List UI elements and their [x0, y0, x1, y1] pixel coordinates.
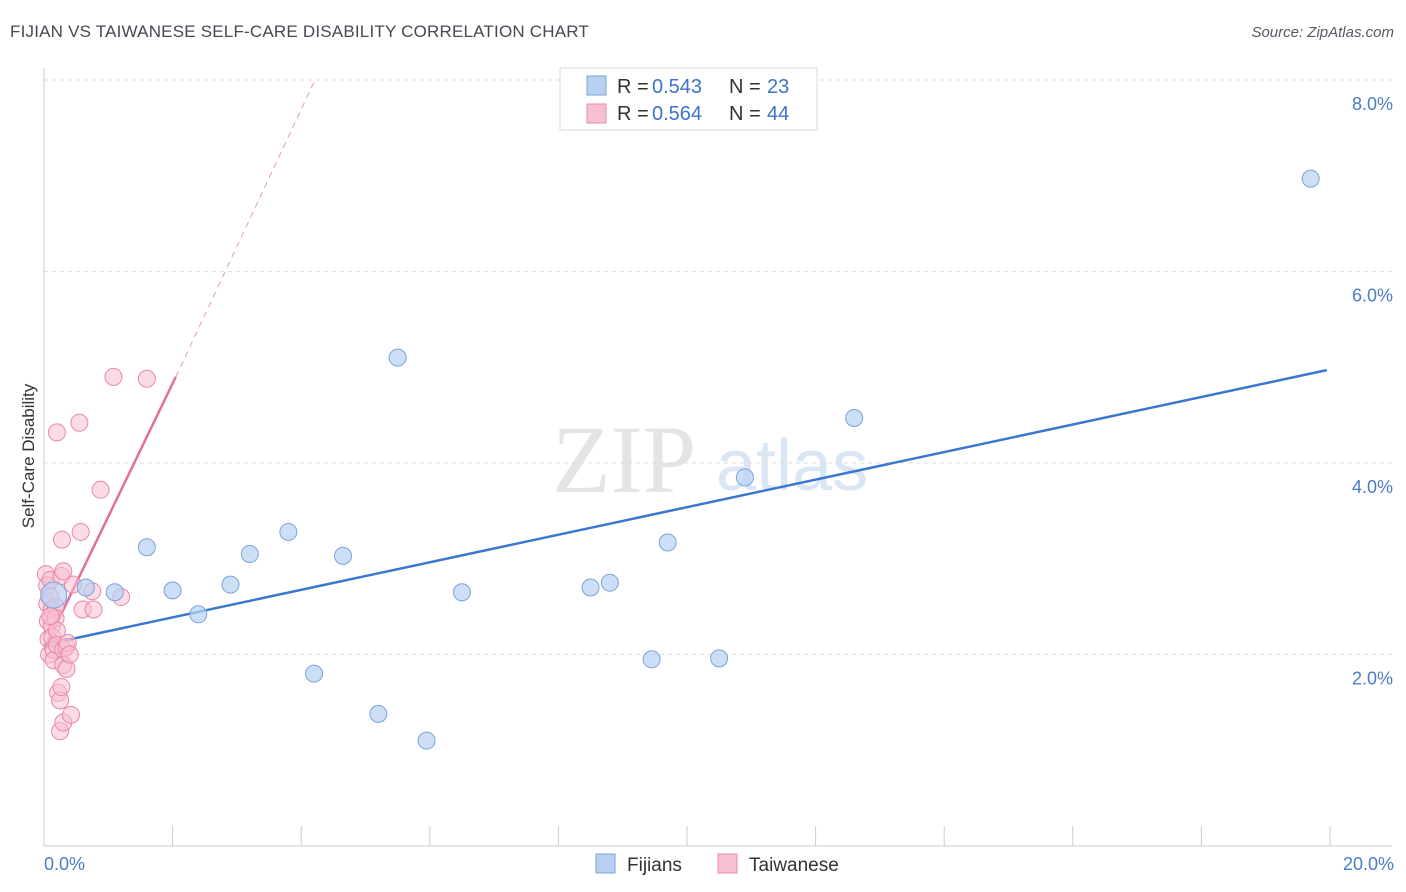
point-fijians-15: [581, 578, 600, 597]
point-fijians-21: [845, 408, 864, 427]
point-fijians-11: [369, 704, 388, 723]
point-fijians-9: [305, 664, 324, 683]
legend-n-value-taiwanese: 44: [767, 103, 789, 125]
point-taiwanese-34: [70, 413, 89, 432]
source-credit: Source: ZipAtlas.com: [1251, 24, 1394, 41]
y-tick-label-4: 4.0%: [1352, 477, 1393, 497]
legend-n-label-fijians: N =: [729, 76, 761, 98]
point-fijians-20: [735, 468, 754, 487]
point-fijians-7: [240, 544, 259, 563]
trend-line-fijians: [43, 368, 1328, 647]
point-fijians-16: [600, 573, 619, 592]
correlation-legend: R = 0.543 N = 23 R = 0.564 N = 44: [559, 67, 818, 131]
point-fijians-22: [1301, 169, 1320, 188]
point-fijians-4: [163, 581, 182, 600]
chart-title: FIJIAN VS TAIWANESE SELF-CARE DISABILITY…: [10, 22, 590, 41]
point-fijians-0: [40, 581, 68, 609]
legend-r-value-taiwanese: 0.564: [652, 103, 702, 125]
point-taiwanese-40: [104, 367, 123, 386]
point-fijians-5: [189, 605, 208, 624]
legend-r-value-fijians: 0.543: [652, 76, 702, 98]
point-fijians-10: [333, 546, 352, 565]
point-taiwanese-35: [71, 522, 90, 541]
series-legend-label-fijians[interactable]: Fijians: [627, 855, 682, 876]
series-legend-swatch-fijians[interactable]: [595, 853, 616, 874]
x-ticks: [43, 826, 1331, 846]
x-tick-label-min: 0.0%: [44, 854, 85, 874]
point-taiwanese-31: [60, 645, 79, 664]
point-fijians-8: [279, 522, 298, 541]
y-tick-label-6: 6.0%: [1352, 286, 1393, 306]
point-fijians-6: [221, 575, 240, 594]
y-tick-labels: 2.0% 4.0% 6.0% 8.0%: [1352, 94, 1393, 689]
point-taiwanese-27: [54, 562, 73, 581]
watermark-atlas: atlas: [716, 426, 868, 506]
series-legend-swatch-taiwanese[interactable]: [717, 853, 738, 874]
point-taiwanese-42: [137, 369, 156, 388]
point-taiwanese-23: [53, 530, 72, 549]
point-fijians-3: [137, 538, 156, 557]
trend-line-taiwanese: [42, 376, 177, 651]
point-taiwanese-21: [52, 678, 71, 697]
grid: [44, 79, 1392, 655]
series-taiwanese: [36, 367, 156, 741]
point-fijians-12: [388, 348, 407, 367]
point-taiwanese-32: [62, 705, 81, 724]
legend-r-label-fijians: R =: [617, 76, 649, 98]
legend-swatch-taiwanese: [586, 103, 607, 124]
point-fijians-17: [642, 650, 661, 669]
x-tick-label-max: 20.0%: [1343, 854, 1394, 874]
trend-line-taiwanese-extrapolated: [175, 81, 315, 378]
watermark-zip: ZIP: [552, 406, 696, 513]
legend-n-value-fijians: 23: [767, 76, 789, 98]
point-fijians-18: [658, 533, 677, 552]
axes: [43, 68, 1392, 847]
series-fijians: [40, 169, 1320, 750]
y-axis-title: Self-Care Disability: [19, 383, 38, 528]
point-fijians-14: [452, 583, 471, 602]
legend-r-label-taiwanese: R =: [617, 103, 649, 125]
series-legend-label-taiwanese[interactable]: Taiwanese: [749, 855, 839, 876]
y-tick-label-2: 2.0%: [1352, 669, 1393, 689]
point-fijians-19: [710, 649, 729, 668]
point-taiwanese-39: [91, 480, 110, 499]
legend-n-label-taiwanese: N =: [729, 103, 761, 125]
trend-lines: [42, 81, 1328, 651]
point-taiwanese-17: [47, 423, 66, 442]
series-legend: Fijians Taiwanese: [595, 853, 839, 876]
point-taiwanese-43: [41, 607, 60, 626]
point-fijians-2: [105, 583, 124, 602]
legend-swatch-fijians: [586, 75, 607, 96]
point-taiwanese-38: [84, 600, 103, 619]
point-fijians-13: [417, 731, 436, 750]
y-tick-label-8: 8.0%: [1352, 94, 1393, 114]
point-fijians-1: [76, 578, 95, 597]
